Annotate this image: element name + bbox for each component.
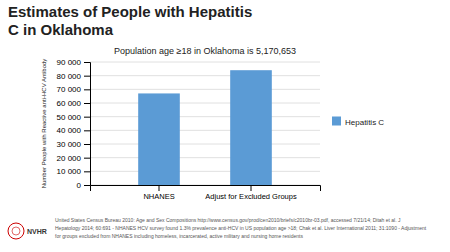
bars — [138, 70, 272, 185]
x-tick-mark — [159, 185, 160, 191]
legend-label: Hepatitis C — [345, 118, 384, 127]
grid-line — [90, 62, 320, 63]
y-tick-mark — [84, 89, 90, 90]
y-tick-mark — [84, 171, 90, 172]
y-tick: 0 — [77, 181, 90, 190]
y-tick-mark — [84, 103, 90, 104]
y-tick-mark — [84, 130, 90, 131]
grid-line — [90, 103, 320, 104]
y-tick: 10 000 — [57, 167, 90, 176]
y-tick-mark — [84, 62, 90, 63]
logo-text: NVHR — [27, 228, 47, 235]
legend-item: Hepatitis C — [332, 117, 384, 127]
x-tick-mark — [251, 185, 252, 191]
y-axis: 0 10 000 20 000 30 000 40 000 50 000 60 000 70 … — [57, 58, 91, 190]
y-axis-title: Number People with Reactive anti-HCV Ant… — [41, 59, 47, 189]
title-line: Estimates of People with Hepatitis — [8, 3, 252, 20]
bar — [138, 93, 180, 185]
y-tick-label: 80 000 — [57, 72, 82, 81]
x-tick: NHANES — [143, 185, 174, 201]
y-tick: 50 000 — [57, 113, 90, 122]
grid-line — [90, 171, 320, 172]
x-tick-label: NHANES — [143, 192, 174, 201]
y-tick: 60 000 — [57, 99, 90, 108]
grid-line — [90, 89, 320, 90]
x-tick: Adjust for Excluded Groups — [205, 185, 297, 201]
y-tick: 90 000 — [57, 58, 90, 67]
logo-inner — [12, 227, 20, 235]
legend-swatch — [332, 117, 341, 126]
grid-line — [90, 75, 320, 76]
y-tick-label: 20 000 — [57, 154, 82, 163]
y-tick-label: 90 000 — [57, 58, 82, 67]
x-axis-line — [91, 186, 321, 192]
grid — [90, 62, 320, 185]
chart-root: Estimates of People with HepatitisC in O… — [0, 0, 450, 252]
footnotes: United States Census Bureau 2010: Age an… — [55, 217, 427, 239]
title: Estimates of People with HepatitisC in O… — [8, 3, 252, 38]
y-tick: 70 000 — [57, 85, 90, 94]
footnote: Hepatology 2014; 60:691 - NHANES HCV sur… — [55, 225, 427, 231]
grid-line — [90, 116, 320, 117]
subtitle: Population age ≥18 in Oklahoma is 5,170,… — [114, 46, 296, 56]
y-tick-label: 30 000 — [57, 140, 82, 149]
y-tick-label: 70 000 — [57, 85, 82, 94]
y-tick: 80 000 — [57, 72, 90, 81]
y-tick-label: 60 000 — [57, 99, 82, 108]
legend: Hepatitis C — [332, 117, 384, 127]
y-tick: 40 000 — [57, 126, 90, 135]
footnote: for groups excluded from NHANES includin… — [55, 233, 303, 239]
y-tick-label: 0 — [77, 181, 82, 190]
footnote: United States Census Bureau 2010: Age an… — [55, 217, 401, 223]
x-tick-label: Adjust for Excluded Groups — [205, 192, 297, 201]
x-axis: NHANES Adjust for Excluded Groups — [91, 185, 321, 201]
logo: NVHR — [8, 223, 47, 239]
y-tick-label: 50 000 — [57, 113, 82, 122]
y-tick-mark — [84, 117, 90, 118]
grid-line — [90, 144, 320, 145]
bar — [230, 70, 272, 185]
y-tick: 30 000 — [57, 140, 90, 149]
grid-line — [90, 157, 320, 158]
y-tick-mark — [84, 185, 90, 186]
logo-ring — [8, 223, 24, 239]
y-tick-mark — [84, 158, 90, 159]
title-line: C in Oklahoma — [8, 21, 114, 38]
y-tick: 20 000 — [57, 154, 90, 163]
y-tick-mark — [84, 76, 90, 77]
y-tick-label: 10 000 — [57, 167, 82, 176]
grid-line — [90, 130, 320, 131]
y-axis-line — [84, 63, 91, 186]
y-tick-mark — [84, 144, 90, 145]
y-tick-label: 40 000 — [57, 126, 82, 135]
